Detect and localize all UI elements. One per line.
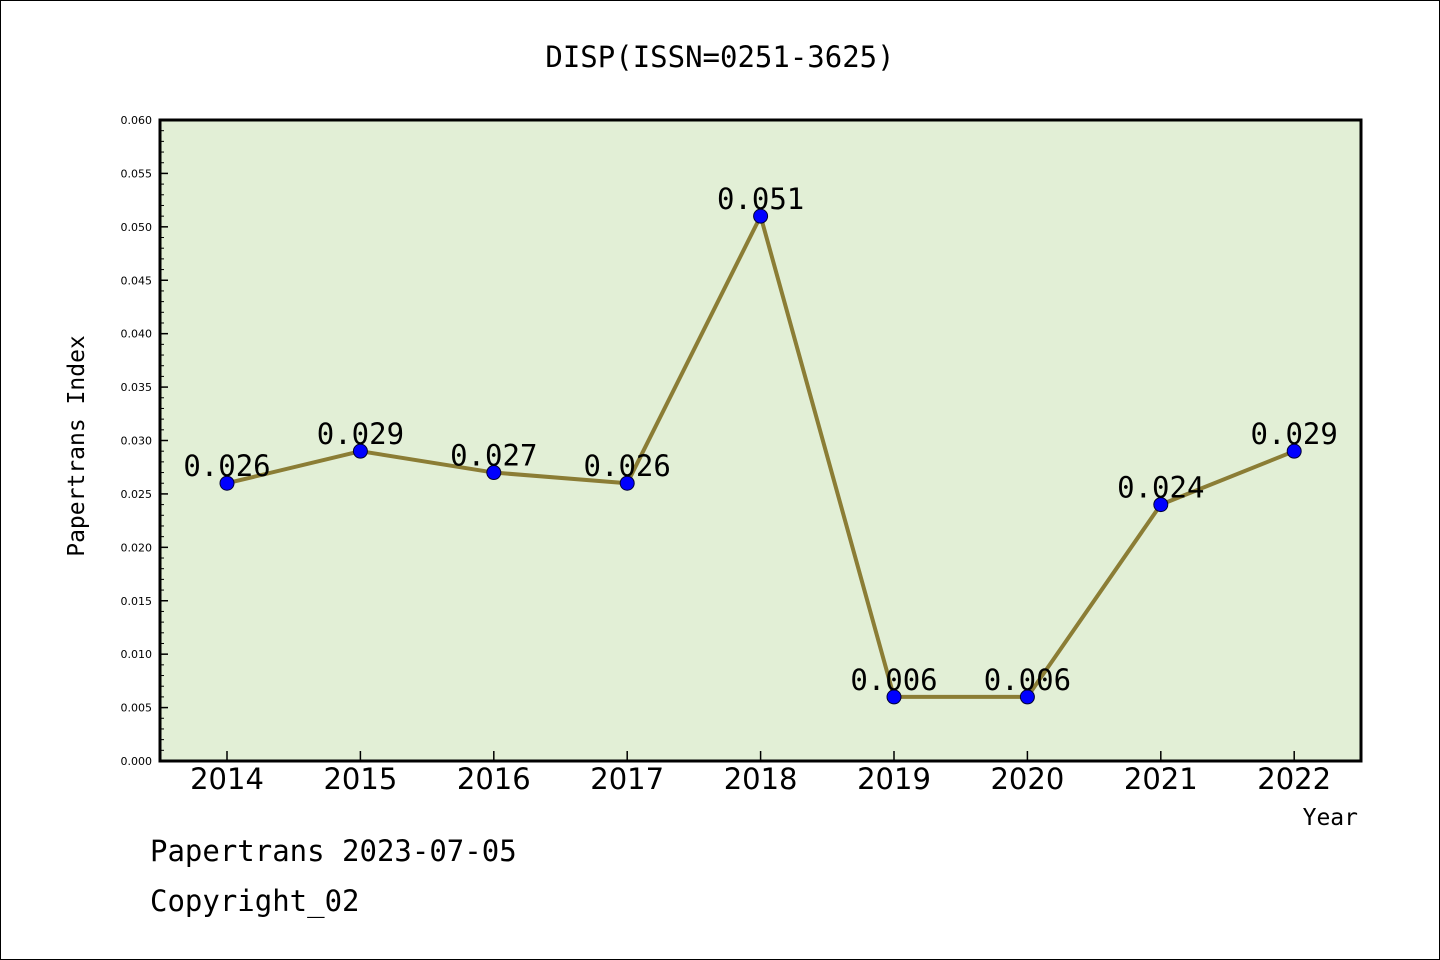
data-point	[1286, 443, 1302, 459]
y-tick-label: 0.005	[121, 702, 153, 715]
x-tick-label: 2022	[1257, 762, 1331, 796]
y-tick-label: 0.010	[121, 648, 153, 661]
y-tick-label: 0.000	[121, 755, 153, 768]
data-label: 0.006	[984, 663, 1071, 697]
y-axis: 0.000 0.005 0.010 0.015 0.020 0.025 0.030 0.035…	[121, 114, 168, 768]
data-label: 0.024	[1117, 471, 1204, 505]
data-label: 0.029	[1251, 417, 1338, 451]
data-label: 0.051	[717, 182, 804, 216]
data-point	[619, 475, 635, 491]
data-label: 0.026	[584, 449, 671, 483]
y-tick-label: 0.045	[121, 274, 153, 287]
footer-date: Papertrans 2023-07-05	[150, 834, 517, 868]
data-label: 0.006	[850, 663, 937, 697]
data-points	[219, 208, 1302, 705]
plot-area	[158, 118, 1363, 763]
data-labels: 0.026 0.029 0.027 0.026 0.051 0.006 0.006 0.024…	[183, 182, 1338, 697]
x-tick-label: 2014	[190, 762, 264, 796]
data-point	[219, 475, 235, 491]
x-tick-label: 2018	[724, 762, 798, 796]
data-point	[1019, 689, 1035, 705]
y-tick-label: 0.030	[121, 435, 153, 448]
y-tick-label: 0.050	[121, 221, 153, 234]
x-tick-label: 2019	[857, 762, 931, 796]
y-tick-label: 0.060	[121, 114, 153, 127]
data-label: 0.029	[317, 417, 404, 451]
x-tick-label: 2017	[590, 762, 664, 796]
y-tick-label: 0.055	[121, 167, 153, 180]
data-point	[753, 208, 769, 224]
data-point	[486, 465, 502, 481]
x-axis-label: Year	[1303, 805, 1358, 831]
y-tick-label: 0.020	[121, 541, 153, 554]
x-tick-label: 2015	[323, 762, 397, 796]
data-label: 0.027	[450, 439, 537, 473]
y-tick-label: 0.035	[121, 381, 153, 394]
data-point	[1153, 497, 1169, 513]
chart-title: DISP(ISSN=0251-3625)	[545, 40, 894, 74]
footer-copyright: Copyright_02	[150, 884, 360, 918]
x-axis: 2014 2015 2016 2017 2018 2019 2020 2021 2022	[190, 751, 1331, 796]
y-tick-label: 0.015	[121, 595, 153, 608]
data-label: 0.026	[183, 449, 270, 483]
x-tick-label: 2020	[990, 762, 1064, 796]
x-tick-label: 2016	[457, 762, 531, 796]
data-point	[352, 443, 368, 459]
y-axis-label: Papertrans Index	[64, 335, 90, 557]
y-tick-label: 0.025	[121, 488, 153, 501]
y-tick-label: 0.040	[121, 328, 153, 341]
data-point	[886, 689, 902, 705]
x-tick-label: 2021	[1124, 762, 1198, 796]
